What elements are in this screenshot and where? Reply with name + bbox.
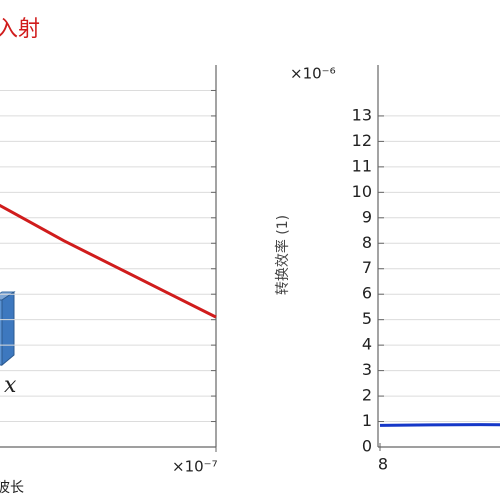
chart-title: 入射 <box>0 17 40 42</box>
y-tick-label: 5 <box>362 309 372 328</box>
y-tick-label: 3 <box>362 360 372 379</box>
data-line <box>0 203 217 319</box>
y-tick-label: 8 <box>362 233 372 252</box>
y-tick-label: 12 <box>352 131 372 150</box>
y-tick-label: 6 <box>362 284 372 303</box>
data-line <box>379 423 500 427</box>
y-tick-label: 13 <box>352 105 372 124</box>
x-axis-label: 波长 <box>0 480 24 496</box>
y-multiplier: ×10⁻⁶ <box>290 65 336 83</box>
x-multiplier: ×10⁻⁷ <box>172 458 218 476</box>
box-front <box>0 299 3 366</box>
box-side <box>1 291 15 367</box>
y-tick-label: 0 <box>362 437 372 456</box>
y-tick-label: 2 <box>362 386 372 405</box>
axis-annotation: x <box>4 373 17 398</box>
y-tick-label: 1 <box>362 411 372 430</box>
y-tick-label: 9 <box>362 207 372 226</box>
x-tick-label: 8 <box>378 455 388 474</box>
y-tick-label: 10 <box>352 182 372 201</box>
y-tick-label: 7 <box>362 258 372 277</box>
box-icon <box>0 291 16 367</box>
y-tick-label: 11 <box>352 156 372 175</box>
y-axis-label: 转换效率 (1) <box>274 215 291 295</box>
y-tick-label: 4 <box>362 335 372 354</box>
